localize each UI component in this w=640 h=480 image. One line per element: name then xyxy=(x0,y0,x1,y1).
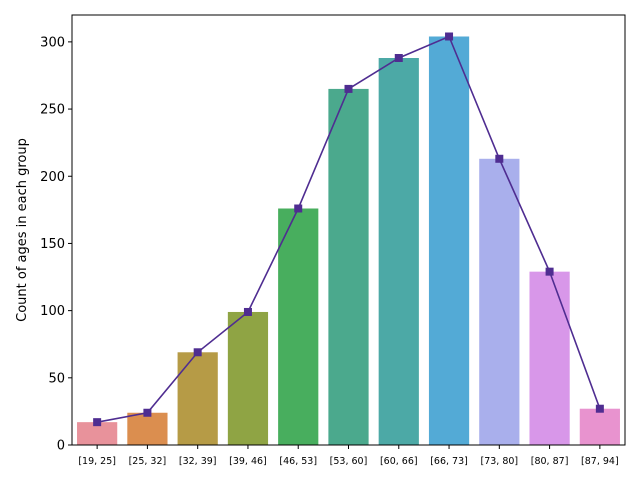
bar-series xyxy=(77,36,620,445)
line-marker-5 xyxy=(344,84,353,93)
x-tick-label-2: [32, 39] xyxy=(179,456,217,467)
bar-7 xyxy=(428,36,470,445)
bar-5 xyxy=(328,88,369,445)
line-marker-7 xyxy=(445,32,454,41)
x-tick-label-10: [87, 94] xyxy=(581,456,619,467)
bar-2 xyxy=(177,352,218,445)
line-marker-0 xyxy=(93,418,102,427)
line-marker-6 xyxy=(394,54,403,62)
bar-3 xyxy=(227,311,269,445)
x-tick-label-6: [60, 66] xyxy=(380,456,418,467)
line-marker-2 xyxy=(193,348,202,357)
line-marker-4 xyxy=(294,204,303,213)
y-axis-title: Count of ages in each group xyxy=(15,138,30,322)
axes: 0 50 100 150 200 250 300 [19, 25] [25, 32] [32, 3… xyxy=(40,14,626,467)
bar-0 xyxy=(77,422,118,445)
y-tick-label-0: 0 xyxy=(57,439,65,454)
x-tick-label-0: [19, 25] xyxy=(78,456,116,467)
bar-4 xyxy=(278,208,319,445)
line-marker-9 xyxy=(545,267,554,276)
line-marker-3 xyxy=(243,307,252,316)
line-marker-10 xyxy=(595,404,604,413)
x-tick-label-8: [73, 80] xyxy=(480,456,518,467)
x-tick-label-4: [46, 53] xyxy=(279,456,317,467)
line-marker-1 xyxy=(143,408,152,417)
y-tick-label-4: 200 xyxy=(40,170,65,185)
y-tick-label-2: 100 xyxy=(40,304,65,319)
x-tick-label-5: [53, 60] xyxy=(330,456,368,467)
bar-9 xyxy=(529,271,570,445)
x-tick-label-3: [39, 46] xyxy=(229,456,267,467)
line-series xyxy=(93,32,604,427)
line-marker-8 xyxy=(495,154,504,163)
y-tick-label-3: 150 xyxy=(40,237,65,252)
bar-10 xyxy=(579,408,620,445)
y-tick-label-1: 50 xyxy=(48,371,65,386)
x-tick-label-1: [25, 32] xyxy=(129,456,167,467)
bar-6 xyxy=(378,58,419,445)
bar-8 xyxy=(479,158,520,445)
y-tick-label-6: 300 xyxy=(40,35,65,50)
bar-1 xyxy=(127,412,168,445)
x-tick-label-9: [80, 87] xyxy=(531,456,569,467)
y-tick-label-5: 250 xyxy=(40,103,65,118)
x-tick-label-7: [66, 73] xyxy=(430,456,468,467)
